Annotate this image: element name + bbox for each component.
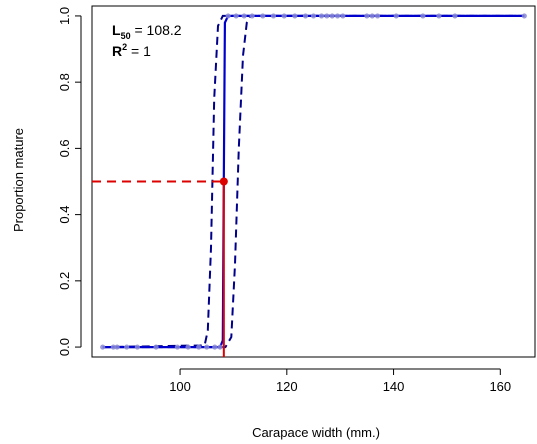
observation-point xyxy=(110,344,116,350)
lower-confidence-bound-line xyxy=(102,14,525,349)
observation-point xyxy=(324,13,330,19)
observation-point xyxy=(340,13,346,19)
observation-point xyxy=(452,13,458,19)
y-tick-label: 0.0 xyxy=(57,338,72,356)
observation-point xyxy=(174,344,180,350)
y-tick-label: 1.0 xyxy=(57,7,72,25)
observation-point xyxy=(114,344,120,350)
observation-point xyxy=(124,344,130,350)
svg-text:R2 = 1: R2 = 1 xyxy=(112,42,151,59)
l50-point xyxy=(219,177,228,186)
text-layer: Carapace width (mm.) Proportion mature L… xyxy=(11,22,380,440)
observation-point xyxy=(217,344,223,350)
x-tick-label: 140 xyxy=(383,379,405,394)
observation-point xyxy=(153,344,159,350)
observation-point xyxy=(134,344,140,350)
observation-point xyxy=(318,13,325,19)
y-tick-label: 0.6 xyxy=(57,139,72,157)
fitted-curve-line xyxy=(102,14,525,349)
y-tick-label: 0.2 xyxy=(57,272,72,290)
observation-point xyxy=(196,344,202,350)
observation-point xyxy=(270,13,277,19)
observation-point xyxy=(521,13,527,19)
observation-point xyxy=(329,13,335,19)
data-layer xyxy=(92,13,527,357)
r2-annotation: R2 = 1 xyxy=(112,42,151,59)
observation-point xyxy=(260,13,266,19)
observation-point xyxy=(212,344,218,350)
x-tick-label: 120 xyxy=(276,379,298,394)
observation-point xyxy=(393,13,399,19)
r2-superscript: 2 xyxy=(122,42,127,52)
y-tick-label: 0.4 xyxy=(57,206,72,224)
observation-point xyxy=(185,344,191,350)
observation-point xyxy=(249,13,255,19)
axes-layer: 100 120 140 160 0.0 0.2 0.4 0.6 0.8 1.0 xyxy=(57,5,536,394)
observation-point xyxy=(292,13,298,19)
observation-point xyxy=(310,13,317,19)
l50-annotation: L50 = 108.2 xyxy=(112,22,182,41)
x-tick-label: 160 xyxy=(489,379,511,394)
observation-point xyxy=(233,13,239,19)
observation-point xyxy=(334,13,341,19)
observation-point xyxy=(302,13,309,19)
y-tick-label: 0.8 xyxy=(57,73,72,91)
y-axis-title: Proportion mature xyxy=(11,128,26,232)
observation-point xyxy=(420,13,426,19)
l50-value: = 108.2 xyxy=(131,22,182,38)
observation-point xyxy=(436,13,442,19)
observation-point xyxy=(374,13,381,19)
r2-label: R xyxy=(112,43,122,59)
observation-point xyxy=(369,13,375,19)
observation-point xyxy=(241,13,247,19)
upper-confidence-bound-line xyxy=(102,14,525,349)
observation-point xyxy=(225,13,231,19)
observation-point xyxy=(204,344,210,350)
observation-point xyxy=(100,344,106,350)
l50-label: L xyxy=(112,22,121,38)
x-tick-label: 100 xyxy=(169,379,191,394)
observation-point xyxy=(281,13,287,19)
observation-point xyxy=(364,13,370,19)
l50-subscript: 50 xyxy=(121,31,131,41)
r2-value: = 1 xyxy=(127,43,151,59)
x-axis-title: Carapace width (mm.) xyxy=(252,425,380,440)
svg-text:L50 = 108.2: L50 = 108.2 xyxy=(112,22,182,41)
